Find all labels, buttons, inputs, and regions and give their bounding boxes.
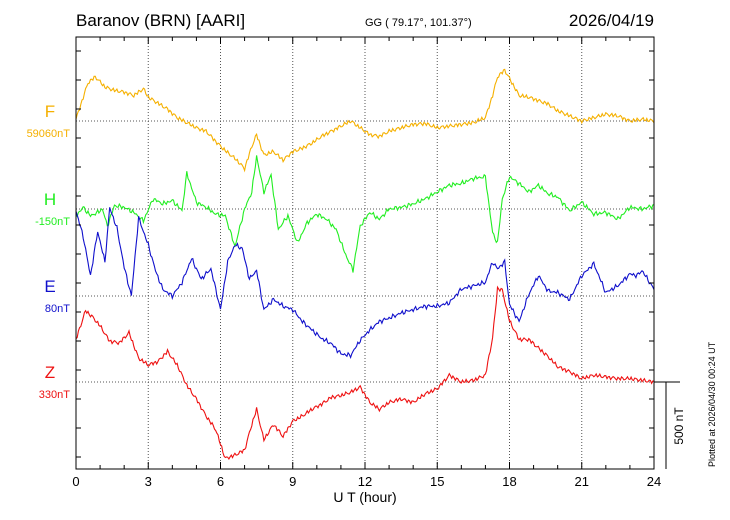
plotted-timestamp: Plotted at 2026/04/30 00:24 UT xyxy=(707,341,717,467)
station-title: Baranov (BRN) [AARI] xyxy=(76,11,245,30)
trace-F xyxy=(75,68,655,173)
baseline-label-Z: 330nT xyxy=(39,389,70,401)
scale-bar: 500 nT xyxy=(654,381,686,469)
x-tick-label: 6 xyxy=(217,474,224,489)
x-axis: 0 3 6 9 12 15 18 21 24 xyxy=(72,37,661,489)
x-tick-label: 18 xyxy=(502,474,516,489)
x-tick-label: 3 xyxy=(145,474,152,489)
baseline-label-E: 80nT xyxy=(45,303,70,315)
channel-labels: F 59060nT H -150nT E 80nT Z 330nT xyxy=(27,102,71,401)
baseline-label-F: 59060nT xyxy=(27,128,71,140)
scale-bar-label: 500 nT xyxy=(672,407,686,445)
grid xyxy=(76,37,654,469)
x-tick-label: 9 xyxy=(289,474,296,489)
series-name-H: H xyxy=(44,190,56,209)
x-tick-label: 21 xyxy=(575,474,589,489)
coordinates-label: GG ( 79.17°, 101.37°) xyxy=(365,17,472,29)
x-tick-label: 0 xyxy=(72,474,79,489)
trace-H xyxy=(75,155,655,273)
trace-E xyxy=(75,207,655,359)
series-name-E: E xyxy=(44,277,55,296)
date-label: 2026/04/19 xyxy=(569,11,654,30)
x-axis-label: U T (hour) xyxy=(333,489,396,505)
series-name-Z: Z xyxy=(45,363,55,382)
series-name-F: F xyxy=(45,102,55,121)
x-tick-label: 12 xyxy=(358,474,372,489)
plot-frame xyxy=(75,36,655,470)
traces xyxy=(75,68,655,461)
baseline-label-H: -150nT xyxy=(35,216,70,228)
trace-Z xyxy=(75,285,655,461)
x-tick-label: 15 xyxy=(430,474,444,489)
x-tick-label: 24 xyxy=(647,474,661,489)
